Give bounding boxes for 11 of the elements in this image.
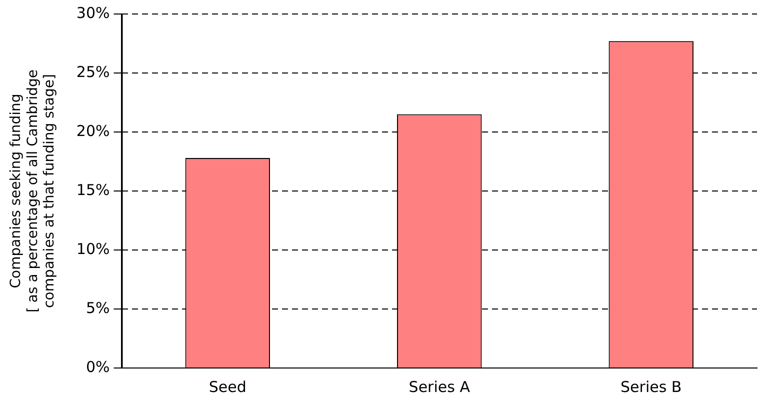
x-tick-label: Series B [620,378,682,396]
y-tick-label: 20% [76,122,110,140]
x-tick-label: Seed [208,378,246,396]
y-tick-label: 0% [86,358,110,376]
x-tick-label: Series A [408,378,471,396]
y-tick-label: 10% [76,240,110,258]
y-tick-label: 15% [76,180,110,199]
y-tick-label: 30% [76,4,110,22]
y-tick-label: 25% [76,62,110,81]
y-tick-label: 5% [86,298,110,317]
y-axis-title: Companies seeking funding [ as a percentage of all Cambridge companies at that funding stage] [8,69,58,313]
